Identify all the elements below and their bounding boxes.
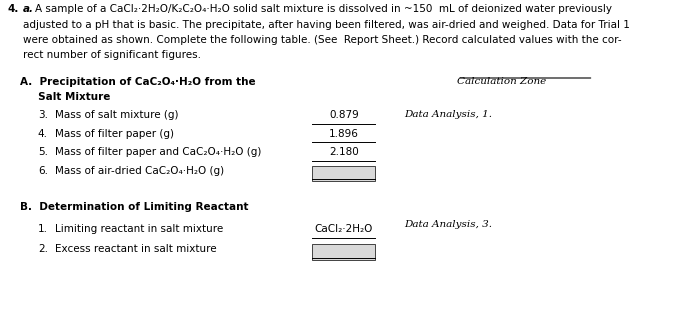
Text: rect number of significant figures.: rect number of significant figures. xyxy=(23,51,201,61)
Text: Calculation Zone: Calculation Zone xyxy=(457,77,547,86)
Text: 5.: 5. xyxy=(38,147,48,157)
Text: 3.: 3. xyxy=(38,110,48,120)
Text: a.: a. xyxy=(23,4,34,14)
Text: 1.896: 1.896 xyxy=(329,129,358,139)
Text: Data Analysis, 1.: Data Analysis, 1. xyxy=(405,110,493,119)
Text: Mass of salt mixture (g): Mass of salt mixture (g) xyxy=(55,110,179,120)
Text: Data Analysis, 3.: Data Analysis, 3. xyxy=(405,220,493,229)
Text: Excess reactant in salt mixture: Excess reactant in salt mixture xyxy=(55,244,217,254)
Text: 4.: 4. xyxy=(38,129,48,139)
Text: adjusted to a pH that is basic. The precipitate, after having been filtered, was: adjusted to a pH that is basic. The prec… xyxy=(23,19,630,30)
Text: 2.: 2. xyxy=(38,244,48,254)
Text: CaCl₂·2H₂O: CaCl₂·2H₂O xyxy=(314,224,373,234)
Text: A sample of a CaCl₂·2H₂O/K₂C₂O₄·H₂O solid salt mixture is dissolved in ~150  mL : A sample of a CaCl₂·2H₂O/K₂C₂O₄·H₂O soli… xyxy=(35,4,612,14)
Text: were obtained as shown. Complete the following table. (See  Report Sheet.) Recor: were obtained as shown. Complete the fol… xyxy=(23,35,622,45)
Text: Limiting reactant in salt mixture: Limiting reactant in salt mixture xyxy=(55,224,223,234)
Text: A.  Precipitation of CaC₂O₄·H₂O from the: A. Precipitation of CaC₂O₄·H₂O from the xyxy=(20,77,256,87)
Text: 2.180: 2.180 xyxy=(329,147,358,157)
Text: Mass of air-dried CaC₂O₄·H₂O (g): Mass of air-dried CaC₂O₄·H₂O (g) xyxy=(55,165,225,175)
Text: 4.: 4. xyxy=(7,4,18,14)
Text: 0.879: 0.879 xyxy=(329,110,358,120)
Text: 1.: 1. xyxy=(38,224,48,234)
Text: Salt Mixture: Salt Mixture xyxy=(20,92,111,103)
FancyBboxPatch shape xyxy=(312,244,375,260)
Text: 6.: 6. xyxy=(38,165,48,175)
Text: Mass of filter paper and CaC₂O₄·H₂O (g): Mass of filter paper and CaC₂O₄·H₂O (g) xyxy=(55,147,262,157)
FancyBboxPatch shape xyxy=(312,165,375,181)
Text: B.  Determination of Limiting Reactant: B. Determination of Limiting Reactant xyxy=(20,202,248,212)
Text: Mass of filter paper (g): Mass of filter paper (g) xyxy=(55,129,174,139)
